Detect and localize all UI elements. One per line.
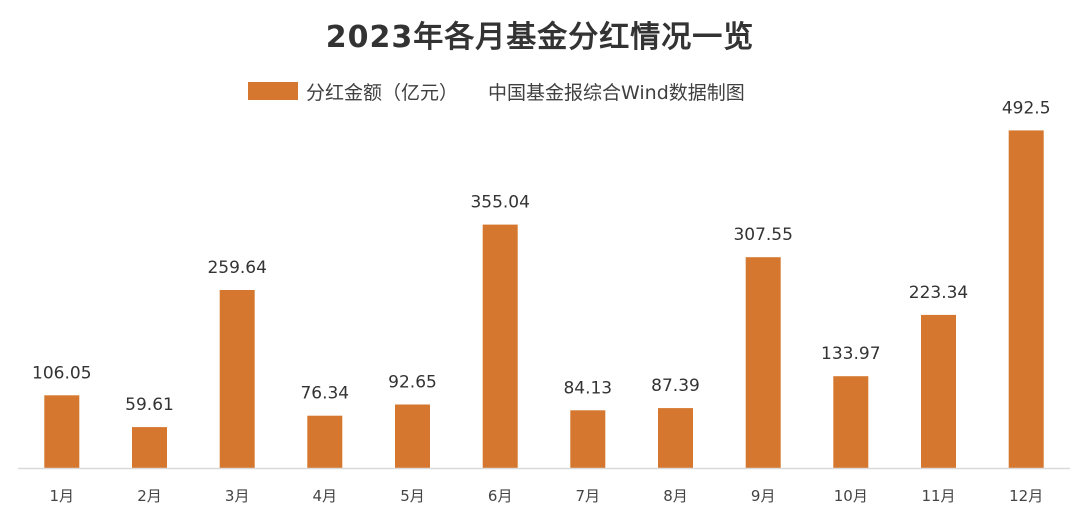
x-tick-label-8: 8月 (663, 487, 688, 505)
value-label-2: 59.61 (125, 395, 174, 415)
bar-4 (307, 415, 343, 468)
value-label-10: 133.97 (821, 344, 880, 364)
x-tick-label-4: 4月 (313, 487, 338, 505)
bar-11 (921, 314, 956, 468)
x-tick-label-7: 7月 (576, 487, 601, 505)
chart-title: 2023年各月基金分红情况一览 (325, 20, 755, 55)
value-label-12: 492.5 (1002, 98, 1051, 118)
bar-5 (395, 404, 430, 468)
legend-series-label: 分红金额（亿元） (306, 81, 459, 104)
x-tick-label-6: 6月 (488, 487, 513, 505)
x-tick-label-3: 3月 (225, 487, 250, 505)
bar-7 (570, 410, 606, 468)
legend: 分红金额（亿元） 中国基金报综合Wind数据制图 (248, 76, 745, 106)
source-note: 中国基金报综合Wind数据制图 (488, 81, 745, 104)
x-tick-label-5: 5月 (400, 487, 425, 505)
x-tick-label-2: 2月 (137, 487, 162, 505)
bar-3 (219, 290, 255, 468)
value-label-1: 106.05 (32, 363, 91, 383)
legend-swatch (248, 82, 298, 100)
value-label-4: 76.34 (300, 384, 349, 404)
bar-12 (1008, 130, 1044, 468)
bar-2 (132, 427, 167, 468)
x-tick-labels-group: 1月 2月 3月 4月 5月 6月 7月 8月 9月 10月 11月 12月 (50, 487, 1044, 505)
x-tick-label-12: 12月 (1009, 487, 1043, 505)
value-label-8: 87.39 (651, 376, 700, 396)
bar-8 (658, 408, 693, 468)
bar-9 (745, 257, 781, 468)
bar-10 (833, 376, 869, 468)
value-label-3: 259.64 (207, 258, 266, 278)
value-label-6: 355.04 (470, 193, 529, 213)
x-tick-label-11: 11月 (921, 487, 955, 505)
bars-group (44, 130, 1044, 468)
x-tick-label-1: 1月 (50, 487, 75, 505)
value-label-7: 84.13 (563, 378, 612, 398)
x-tick-label-10: 10月 (834, 487, 868, 505)
x-tick-label-9: 9月 (751, 487, 776, 505)
value-labels-group: 106.05 59.61 259.64 76.34 92.65 355.04 84.13 87… (32, 98, 1050, 415)
bar-6 (482, 224, 518, 468)
value-label-11: 223.34 (909, 283, 968, 303)
value-label-5: 92.65 (388, 373, 437, 393)
bar-1 (44, 395, 80, 468)
value-label-9: 307.55 (733, 225, 792, 245)
